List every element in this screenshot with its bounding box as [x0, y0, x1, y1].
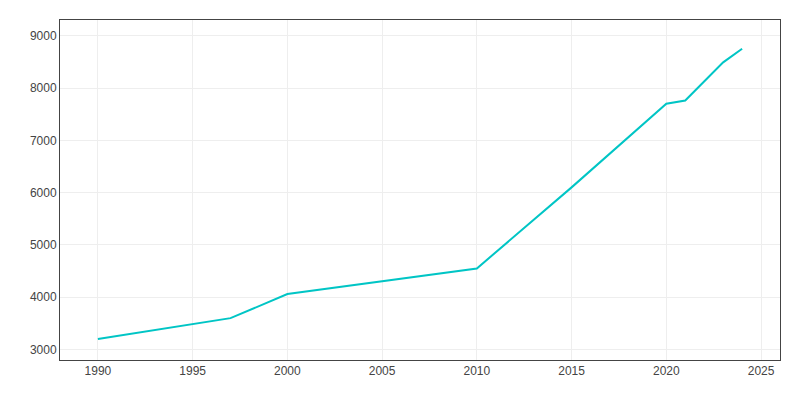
svg-text:5000: 5000: [30, 238, 57, 252]
svg-text:4000: 4000: [30, 290, 57, 304]
svg-text:1990: 1990: [85, 364, 112, 378]
svg-text:1995: 1995: [179, 364, 206, 378]
svg-text:9000: 9000: [30, 29, 57, 43]
svg-text:2020: 2020: [653, 364, 680, 378]
svg-text:7000: 7000: [30, 134, 57, 148]
svg-text:8000: 8000: [30, 81, 57, 95]
svg-text:2005: 2005: [369, 364, 396, 378]
svg-text:2000: 2000: [274, 364, 301, 378]
svg-text:6000: 6000: [30, 186, 57, 200]
svg-text:2015: 2015: [558, 364, 585, 378]
svg-text:2025: 2025: [748, 364, 775, 378]
svg-text:2010: 2010: [463, 364, 490, 378]
svg-text:3000: 3000: [30, 343, 57, 357]
